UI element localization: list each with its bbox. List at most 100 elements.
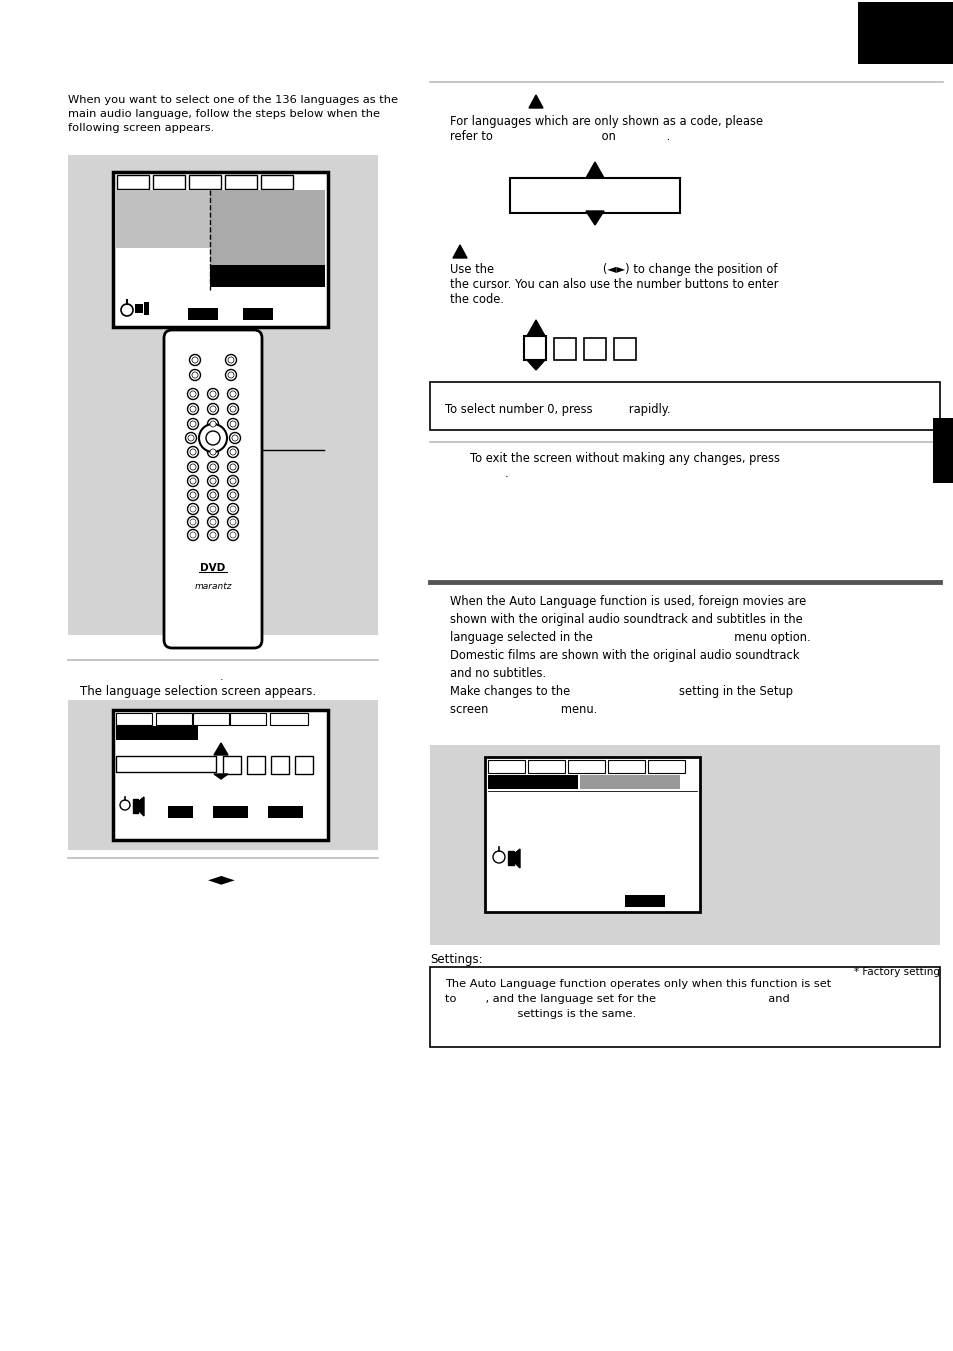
Circle shape [188,435,193,440]
Text: To select number 0, press          rapidly.: To select number 0, press rapidly. [444,403,670,416]
Bar [527,761,564,773]
Bar [112,172,328,327]
Circle shape [208,530,218,540]
Circle shape [225,354,236,366]
Bar [488,775,578,789]
Circle shape [190,532,195,538]
Text: When you want to select one of the 136 languages as the
main audio language, fol: When you want to select one of the 136 l… [68,95,397,132]
Bar [583,338,605,359]
Circle shape [227,489,238,500]
Bar [115,190,210,249]
Text: For languages which are only shown as a code, please: For languages which are only shown as a … [450,115,762,128]
Circle shape [227,504,238,515]
Circle shape [227,404,238,415]
Circle shape [230,478,235,484]
Text: .: . [220,671,224,682]
Polygon shape [132,798,138,813]
Text: settings is the same.: settings is the same. [444,1009,636,1019]
Bar [210,265,325,286]
Circle shape [232,435,238,440]
Polygon shape [514,848,519,867]
Text: refer to                              on              .: refer to on . [450,130,670,143]
Circle shape [227,419,238,430]
Circle shape [210,532,215,538]
Circle shape [493,851,504,863]
Bar [624,894,664,907]
Bar [135,304,143,313]
Circle shape [210,449,215,455]
Text: DVD: DVD [200,563,226,573]
Bar [189,176,221,189]
Bar [523,336,545,359]
Bar [607,761,644,773]
Text: The Auto Language function operates only when this function is set: The Auto Language function operates only… [444,979,830,989]
Text: marantz: marantz [194,582,232,590]
Circle shape [188,462,198,473]
Circle shape [190,507,195,512]
Circle shape [230,532,235,538]
Circle shape [230,405,235,412]
Text: the cursor. You can also use the number buttons to enter: the cursor. You can also use the number … [450,278,778,290]
Text: to        , and the language set for the                               and: to , and the language set for the and [444,994,789,1004]
Polygon shape [585,211,603,226]
Bar [430,967,939,1047]
Circle shape [190,463,195,470]
Bar [116,713,152,725]
Bar [484,757,700,912]
Bar [488,761,524,773]
Circle shape [230,492,235,499]
Circle shape [210,390,215,397]
Circle shape [208,504,218,515]
Bar [614,338,636,359]
Bar [230,713,266,725]
Polygon shape [213,774,228,780]
Bar [156,713,192,725]
Polygon shape [585,162,603,178]
Text: When the Auto Language function is used, foreign movies are
shown with the origi: When the Auto Language function is used,… [450,594,810,716]
Circle shape [208,404,218,415]
Bar [857,1,953,63]
Circle shape [208,462,218,473]
Bar [579,775,679,789]
Circle shape [188,530,198,540]
Circle shape [210,492,215,499]
Bar [188,308,218,320]
Bar [225,176,256,189]
Bar [567,761,604,773]
Circle shape [230,519,235,526]
Circle shape [208,446,218,458]
Bar [554,338,576,359]
Circle shape [210,405,215,412]
Bar [152,176,185,189]
Circle shape [199,424,227,453]
Polygon shape [526,359,544,370]
Polygon shape [453,245,467,258]
Polygon shape [507,851,514,865]
Circle shape [190,478,195,484]
Bar [168,807,193,817]
Circle shape [228,357,233,363]
Circle shape [188,504,198,515]
Circle shape [225,370,236,381]
Circle shape [208,476,218,486]
Bar [261,176,293,189]
Circle shape [208,389,218,400]
Circle shape [208,419,218,430]
Circle shape [190,370,200,381]
Text: Settings:: Settings: [430,952,482,966]
Circle shape [190,519,195,526]
Bar [510,178,679,213]
Bar [117,176,149,189]
Circle shape [227,462,238,473]
Circle shape [227,516,238,527]
Circle shape [228,372,233,378]
Circle shape [190,390,195,397]
Polygon shape [526,320,544,336]
Circle shape [190,492,195,499]
Bar [68,155,377,635]
Circle shape [120,800,130,811]
Circle shape [210,478,215,484]
Bar [270,713,308,725]
Polygon shape [138,797,144,816]
Circle shape [188,446,198,458]
